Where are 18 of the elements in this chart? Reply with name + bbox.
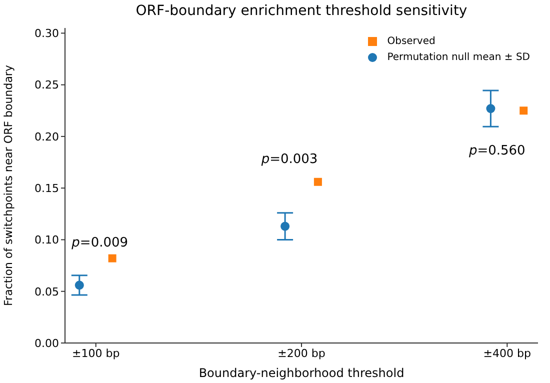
y-tick-label: 0.15 xyxy=(34,182,59,195)
y-tick-label: 0.30 xyxy=(34,27,59,40)
y-tick-label: 0.05 xyxy=(34,285,59,298)
y-tick-label: 0.00 xyxy=(34,336,59,350)
y-axis-title: Fraction of switchpoints near ORF boundary xyxy=(2,64,15,306)
legend-label: Permutation null mean ± SD xyxy=(386,51,530,65)
annotation: p=0.560 xyxy=(468,143,526,158)
annotation: p=0.009 xyxy=(70,234,128,250)
y-tick-label: 0.10 xyxy=(34,234,59,247)
x-tick-label: ±100 bp xyxy=(72,346,120,360)
legend-label: Observed xyxy=(386,35,436,49)
chart-title: ORF-boundary enrichment threshold sensitivity xyxy=(134,3,468,19)
x-tick-label: ±400 bp xyxy=(483,346,531,360)
annotation: p=0.003 xyxy=(260,151,318,166)
x-axis-title: Boundary-neighborhood threshold xyxy=(198,366,404,380)
y-tick-label: 0.25 xyxy=(34,78,59,92)
x-tick-label: ±200 bp xyxy=(278,346,326,360)
y-tick-label: 0.20 xyxy=(34,130,59,144)
